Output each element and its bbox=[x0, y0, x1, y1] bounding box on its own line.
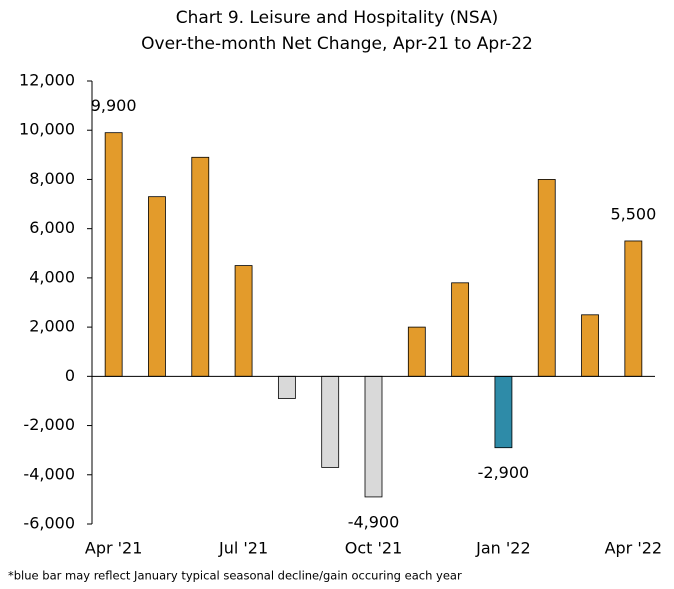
bar bbox=[364, 375, 383, 498]
y-tick-label: 6,000 bbox=[29, 218, 75, 237]
bar bbox=[451, 282, 470, 377]
y-tick-label: -4,000 bbox=[23, 464, 75, 483]
chart-title: Chart 9. Leisure and Hospitality (NSA) bbox=[176, 8, 499, 28]
data-label: 9,900 bbox=[91, 96, 137, 115]
x-tick-label: Apr '21 bbox=[85, 539, 143, 558]
bar bbox=[624, 240, 643, 377]
y-tick-label: -6,000 bbox=[23, 514, 75, 533]
y-tick-label: -2,000 bbox=[23, 415, 75, 434]
bar bbox=[277, 375, 296, 399]
bar bbox=[407, 326, 426, 377]
y-tick-label: 2,000 bbox=[29, 317, 75, 336]
bar bbox=[191, 156, 210, 377]
bar bbox=[148, 196, 166, 377]
y-tick-label: 4,000 bbox=[29, 267, 75, 286]
x-tick-label: Jan '22 bbox=[475, 539, 531, 558]
x-tick-label: Oct '21 bbox=[345, 539, 403, 558]
x-tick-label: Apr '22 bbox=[605, 539, 663, 558]
data-label: -4,900 bbox=[348, 512, 400, 531]
bar bbox=[581, 314, 599, 377]
footnote: *blue bar may reflect January typical se… bbox=[8, 569, 462, 583]
bar bbox=[321, 375, 340, 468]
data-label: 5,500 bbox=[610, 204, 656, 223]
bar bbox=[494, 375, 513, 449]
data-label: -2,900 bbox=[478, 463, 530, 482]
y-tick-label: 12,000 bbox=[19, 71, 75, 90]
bar bbox=[537, 179, 556, 377]
y-tick-label: 8,000 bbox=[29, 169, 75, 188]
bar bbox=[234, 265, 253, 377]
chart-subtitle: Over-the-month Net Change, Apr-21 to Apr… bbox=[141, 34, 533, 54]
bar bbox=[104, 132, 123, 377]
y-tick-label: 10,000 bbox=[19, 120, 75, 139]
x-tick-label: Jul '21 bbox=[218, 539, 268, 558]
y-tick-label: 0 bbox=[65, 366, 75, 385]
